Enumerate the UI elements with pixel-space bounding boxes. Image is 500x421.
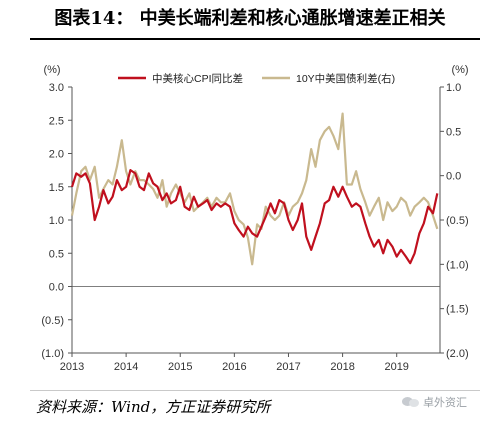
left-axis-unit: (%): [43, 64, 60, 76]
right-tick-label: (0.5): [446, 215, 469, 227]
series-line-core-cpi-diff: [70, 169, 439, 265]
right-tick-label: 1.0: [446, 82, 461, 94]
footer-divider: [30, 390, 480, 391]
left-tick-label: 0.0: [49, 282, 64, 294]
figure-title: 图表14： 中美长端利差和核心通胀增速差正相关: [54, 8, 446, 29]
x-tick-label: 2019: [384, 361, 408, 373]
title-underline: [30, 38, 480, 40]
left-tick-label: 3.0: [49, 82, 64, 94]
left-tick-label: (0.5): [41, 315, 64, 327]
watermark-text: 卓外资汇: [423, 397, 467, 409]
x-tick-label: 2018: [330, 361, 354, 373]
right-tick-label: (2.0): [446, 348, 469, 360]
right-tick-label: 0.5: [446, 126, 461, 138]
right-tick-label: (1.5): [446, 304, 469, 316]
left-tick-label: 2.5: [49, 115, 64, 127]
watermark: 卓外资汇: [402, 393, 467, 411]
left-tick-label: 1.0: [49, 215, 64, 227]
right-axis-unit: (%): [451, 64, 468, 76]
legend-core-cpi-diff-label: 中美核心CPI同比差: [152, 72, 243, 85]
series-line-10y-yield-spread: [70, 112, 439, 266]
left-tick-label: 1.5: [49, 182, 64, 194]
left-tick-label: 2.0: [49, 149, 64, 161]
left-tick-label: (1.0): [41, 348, 64, 360]
source-note: 资料来源：Wind，方正证券研究所: [36, 398, 271, 416]
right-tick-label: (1.0): [446, 259, 469, 271]
x-tick-label: 2016: [222, 361, 246, 373]
left-tick-label: 0.5: [49, 248, 64, 260]
x-tick-label: 2013: [60, 361, 84, 373]
legend-10y-yield-spread-label: 10Y中美国债利差(右): [296, 72, 395, 85]
x-tick-label: 2017: [276, 361, 300, 373]
right-tick-label: 0.0: [446, 171, 461, 183]
x-tick-label: 2014: [114, 361, 138, 373]
x-tick-label: 2015: [168, 361, 192, 373]
wechat-icon: [402, 395, 420, 409]
